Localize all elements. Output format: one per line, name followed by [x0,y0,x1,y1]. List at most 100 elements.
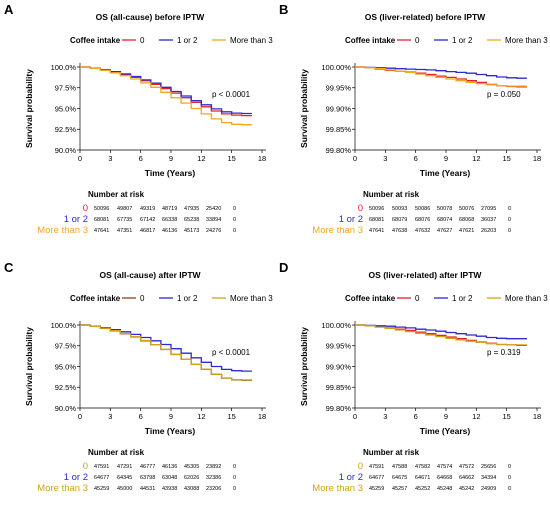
risk-value: 47588 [392,464,407,470]
risk-row-label: More than 3 [37,225,88,236]
risk-value: 47582 [415,464,430,470]
risk-value: 64671 [415,475,430,481]
y-tick-label: 92.5% [55,125,77,134]
y-tick-label: 97.5% [55,342,77,351]
risk-row-label: 0 [358,461,363,472]
risk-value: 0 [233,228,236,234]
x-tick-label: 18 [258,154,266,163]
x-tick-label: 15 [502,412,510,421]
risk-value: 47632 [415,228,430,234]
risk-value: 45000 [117,486,132,492]
risk-table-title: Number at risk [363,448,420,457]
risk-value: 68068 [459,217,474,223]
risk-value: 43938 [162,486,177,492]
y-tick-label: 95.0% [55,104,77,113]
x-tick-label: 6 [139,412,143,421]
km-curve [355,66,527,87]
x-tick-label: 18 [533,412,541,421]
y-tick-label: 90.0% [55,404,77,413]
y-tick-label: 100.00% [321,63,351,72]
km-curve [355,66,527,79]
risk-value: 47291 [117,464,132,470]
risk-value: 24276 [206,228,221,234]
x-tick-label: 3 [383,154,387,163]
legend-label: 0 [140,36,145,45]
legend-title: Coffee intake [70,36,121,45]
risk-row-label: 1 or 2 [64,472,88,483]
risk-value: 62026 [184,475,199,481]
p-value: p < 0.0001 [212,348,251,357]
risk-value: 47621 [459,228,474,234]
risk-value: 63798 [140,475,155,481]
risk-value: 0 [508,228,511,234]
y-tick-label: 99.95% [326,342,352,351]
risk-value: 47572 [459,464,474,470]
panel-letter: B [279,2,288,17]
legend-label: More than 3 [505,36,548,45]
chart-title: OS (all-cause) before IPTW [96,12,206,22]
x-tick-label: 15 [502,154,510,163]
chart-title: OS (liver-related) after IPTW [369,270,483,280]
risk-value: 0 [233,206,236,212]
legend-title: Coffee intake [345,294,396,303]
km-curve [355,324,527,340]
y-tick-label: 90.0% [55,146,77,155]
risk-value: 45305 [184,464,199,470]
x-tick-label: 9 [444,154,448,163]
risk-value: 64677 [94,475,109,481]
risk-value: 47351 [117,228,132,234]
risk-row-label: More than 3 [312,483,363,494]
risk-value: 23206 [206,486,221,492]
risk-value: 46817 [140,228,155,234]
risk-value: 36037 [481,217,496,223]
risk-value: 47574 [437,464,452,470]
risk-value: 25420 [206,206,221,212]
risk-row-label: 1 or 2 [339,472,363,483]
x-tick-label: 12 [197,154,205,163]
risk-table-title: Number at risk [363,190,420,199]
risk-value: 46136 [162,228,177,234]
risk-value: 0 [233,217,236,223]
risk-value: 64345 [117,475,132,481]
risk-value: 64668 [437,475,452,481]
risk-value: 47641 [94,228,109,234]
risk-value: 45173 [184,228,199,234]
risk-value: 47591 [369,464,384,470]
y-tick-label: 92.5% [55,383,77,392]
p-value: p = 0.050 [487,90,521,99]
risk-value: 0 [508,464,511,470]
panel-b: B OS (liver-related) before IPTW Coffee in… [279,2,548,236]
risk-value: 50086 [415,206,430,212]
y-tick-label: 100.0% [51,63,77,72]
risk-value: 47641 [369,228,384,234]
km-curve [80,324,252,381]
risk-value: 0 [233,475,236,481]
panel-c: C OS (all-cause) after IPTW Coffee intake 0… [4,260,273,494]
y-axis-label: Survival probability [299,327,309,406]
risk-value: 50096 [94,206,109,212]
y-tick-label: 99.80% [326,146,352,155]
x-tick-label: 0 [353,412,357,421]
x-tick-label: 15 [227,412,235,421]
p-value: p < 0.0001 [212,90,251,99]
y-axis-label: Survival probability [299,69,309,148]
risk-value: 45252 [415,486,430,492]
y-tick-label: 100.0% [51,321,77,330]
panel-letter: D [279,260,288,275]
risk-value: 68079 [392,217,407,223]
risk-value: 49319 [140,206,155,212]
risk-value: 0 [508,217,511,223]
risk-value: 64675 [392,475,407,481]
risk-value: 50078 [437,206,452,212]
x-axis-label: Time (Years) [145,168,196,178]
risk-row-label: 0 [83,461,88,472]
risk-value: 45248 [437,486,452,492]
risk-value: 50096 [369,206,384,212]
risk-value: 46777 [140,464,155,470]
km-curve [355,324,527,346]
legend-label: 0 [140,294,145,303]
risk-value: 25656 [481,464,496,470]
risk-value: 68076 [415,217,430,223]
p-value: p = 0.319 [487,348,521,357]
